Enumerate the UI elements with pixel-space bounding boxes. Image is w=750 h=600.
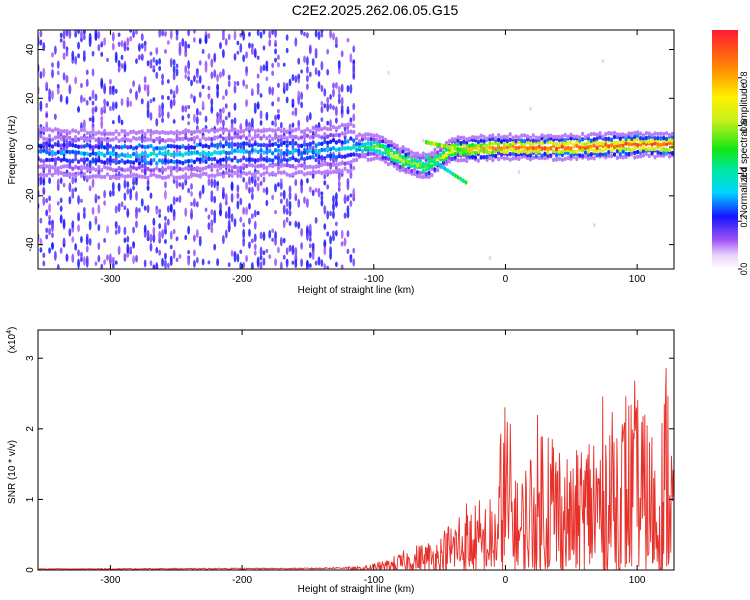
colorbar-tick-label: 0.2 — [739, 215, 749, 228]
colorbar: 0.0 0.2 0.4 0.6 0.8 Normalized spectral ampl… — [712, 30, 750, 275]
y-tick-label: 0 — [25, 567, 36, 573]
snr-y-ticks: 0 1 2 3 — [25, 355, 674, 573]
colorbar-tick-label: 0.4 — [739, 167, 749, 180]
spectrogram-cells — [38, 30, 674, 269]
y-tick-label: 0 — [25, 144, 36, 150]
snr-frame — [37, 329, 675, 571]
y-tick-label: 3 — [25, 355, 36, 361]
x-tick-label: -300 — [100, 575, 120, 586]
snr-xlabel: Height of straight line (km) — [298, 584, 415, 595]
x-tick-label: -200 — [232, 274, 252, 285]
x-tick-label: 100 — [629, 274, 646, 285]
spectrogram-x-ticks: -300 -200 -100 0 100 — [100, 30, 646, 285]
x-tick-label: 100 — [629, 575, 646, 586]
y-tick-label: 1 — [25, 496, 36, 502]
y-tick-label: -40 — [25, 237, 36, 252]
colorbar-tick-label: 0.0 — [739, 263, 749, 276]
snr-multiplier: (x104) — [6, 327, 18, 354]
snr-ylabel: SNR (10 * v/v) — [7, 440, 18, 504]
colorbar-tick-label: 0.6 — [739, 119, 749, 132]
y-tick-label: -20 — [25, 188, 36, 203]
x-tick-label: -300 — [100, 274, 120, 285]
y-tick-label: 2 — [25, 426, 36, 432]
y-tick-label: 40 — [25, 44, 36, 56]
colorbar-label: Normalized spectral amplitude — [739, 82, 750, 217]
colorbar-ticks: 0.0 0.2 0.4 0.6 0.8 — [738, 72, 749, 276]
spectrogram-xlabel: Height of straight line (km) — [298, 285, 415, 296]
colorbar-tick-label: 0.8 — [739, 72, 749, 85]
x-tick-label: -100 — [364, 274, 384, 285]
y-tick-label: 20 — [25, 92, 36, 104]
spectrogram-y-ticks: -40 -20 0 20 40 — [25, 44, 674, 252]
figure-title: C2E2.2025.262.06.05.G15 — [291, 2, 459, 18]
snr-x-ticks: -300 -200 -100 0 100 — [100, 330, 646, 586]
x-tick-label: -200 — [232, 575, 252, 586]
colorbar-gradient — [712, 30, 738, 269]
spectrogram-frame — [37, 29, 675, 270]
x-tick-label: 0 — [503, 274, 509, 285]
x-tick-label: 0 — [503, 575, 509, 586]
snr-panel: -300 -200 -100 0 100 0 1 2 3 Height of straight… — [6, 327, 675, 595]
snr-series-line — [38, 367, 674, 570]
x-tick-label: -100 — [364, 575, 384, 586]
spectrogram-ylabel: Frequency (Hz) — [7, 116, 18, 185]
